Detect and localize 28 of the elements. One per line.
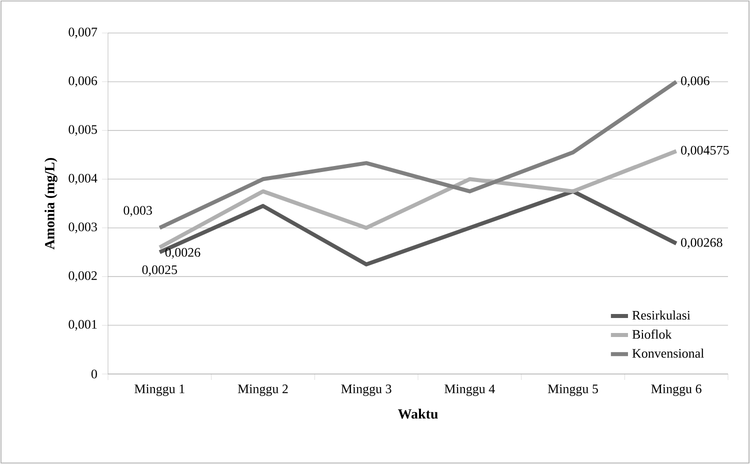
x-tick-label: Minggu 2 [238, 384, 288, 396]
x-axis-title: Waktu [398, 408, 438, 419]
data-label: 0,0026 [165, 248, 200, 259]
x-tick-label: Minggu 1 [134, 384, 184, 396]
data-label: 0,006 [681, 76, 710, 88]
x-tick-label: Minggu 6 [651, 384, 702, 396]
data-label: 0,004575 [681, 146, 729, 156]
line-series [158, 80, 678, 230]
data-label: 0,00268 [681, 238, 722, 249]
data-label: 0,0025 [142, 265, 178, 276]
line-series [158, 189, 678, 266]
y-axis-title: Amonia (mg/L) [44, 158, 58, 250]
y-tick-label: 0,003 [68, 222, 97, 234]
legend-label: Resirkulasi [632, 310, 690, 320]
y-tick-label: 0,006 [68, 76, 98, 88]
y-tick-label: 0 [91, 370, 97, 378]
y-tick-label: 0,007 [68, 28, 98, 38]
legend-label: Konvensional [632, 348, 704, 358]
x-tick-label: Minggu 3 [341, 384, 392, 396]
line-series [158, 149, 678, 250]
data-label: 0,003 [124, 206, 152, 217]
x-tick-label: Minggu 5 [548, 384, 598, 396]
y-tick-label: 0,002 [68, 271, 97, 282]
y-tick-label: 0,004 [68, 174, 98, 184]
x-tick-label: Minggu 4 [444, 384, 495, 396]
y-tick-label: 0,001 [68, 320, 97, 331]
y-tick-label: 0,005 [68, 125, 97, 136]
legend-label: Bioflok [632, 329, 672, 339]
